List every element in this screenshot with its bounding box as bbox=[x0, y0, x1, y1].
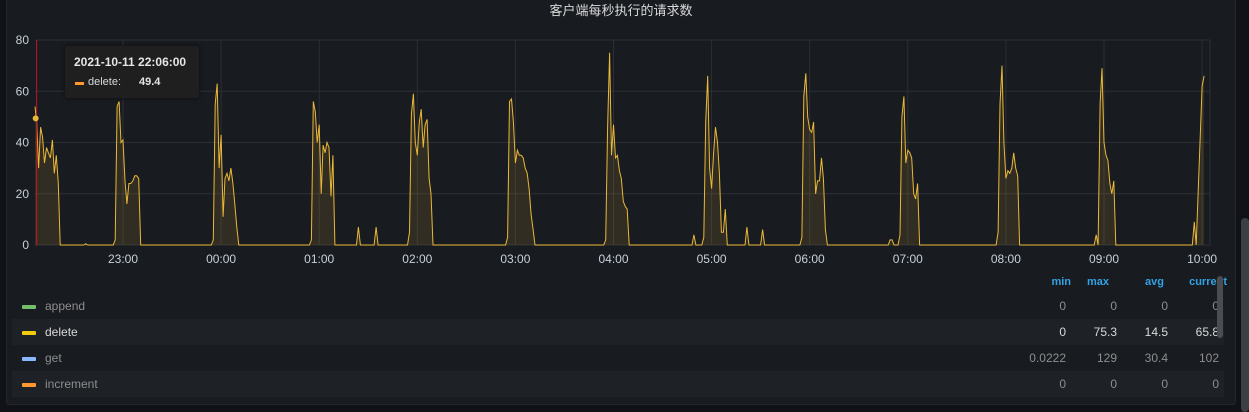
x-tick-label: 10:00 bbox=[1187, 252, 1217, 266]
y-tick-label: 20 bbox=[16, 187, 30, 201]
legend-current: 0 bbox=[1212, 299, 1219, 313]
legend-avg: 14.5 bbox=[1144, 325, 1168, 339]
x-tick-label: 06:00 bbox=[795, 252, 825, 266]
x-tick-label: 08:00 bbox=[991, 252, 1021, 266]
legend-swatch[interactable] bbox=[22, 305, 36, 309]
legend-current: 0 bbox=[1212, 377, 1219, 391]
legend-header-min[interactable]: min bbox=[1051, 276, 1071, 288]
legend-row-append[interactable]: append 0 0 0 0 bbox=[12, 293, 1224, 319]
legend-series-name[interactable]: delete bbox=[45, 325, 78, 339]
legend-series-name[interactable]: append bbox=[45, 299, 86, 313]
y-tick-label: 0 bbox=[22, 238, 29, 252]
page-scrollbar[interactable] bbox=[1241, 218, 1249, 412]
legend-swatch[interactable] bbox=[22, 331, 36, 335]
chart[interactable]: 0 20 40 60 80 23:00 00:00 01:00 02:00 03:00 04:00… bbox=[0, 0, 1249, 270]
legend-avg: 30.4 bbox=[1144, 351, 1168, 365]
y-axis: 0 20 40 60 80 bbox=[16, 33, 30, 252]
legend-max: 0 bbox=[1110, 299, 1117, 313]
x-tick-label: 02:00 bbox=[402, 252, 432, 266]
legend-max: 129 bbox=[1096, 351, 1117, 365]
panel-title[interactable]: 客户端每秒执行的请求数 bbox=[549, 3, 693, 18]
y-tick-label: 40 bbox=[16, 136, 30, 150]
legend-header-current[interactable]: current bbox=[1189, 276, 1227, 288]
legend-row-delete[interactable]: delete 0 75.3 14.5 65.8 bbox=[12, 319, 1224, 345]
x-tick-label: 00:00 bbox=[206, 252, 236, 266]
legend-min: 0 bbox=[1059, 325, 1066, 339]
legend-min: 0 bbox=[1059, 377, 1066, 391]
x-tick-label: 01:00 bbox=[304, 252, 334, 266]
y-tick-label: 80 bbox=[16, 33, 30, 47]
series-delete-line bbox=[34, 52, 1205, 246]
tooltip-value: 49.4 bbox=[139, 76, 161, 88]
legend-row-increment[interactable]: increment 0 0 0 0 bbox=[12, 371, 1224, 397]
legend-max: 75.3 bbox=[1093, 325, 1117, 339]
legend-header-max[interactable]: max bbox=[1086, 276, 1109, 288]
x-tick-label: 04:00 bbox=[598, 252, 628, 266]
y-tick-label: 60 bbox=[16, 84, 30, 98]
x-tick-label: 23:00 bbox=[108, 252, 138, 266]
legend-avg: 0 bbox=[1161, 299, 1168, 313]
tooltip-series-color bbox=[75, 82, 84, 85]
legend-current: 65.8 bbox=[1195, 325, 1219, 339]
x-tick-label: 05:00 bbox=[697, 252, 727, 266]
legend-min: 0.0222 bbox=[1029, 351, 1066, 365]
hover-tooltip: 2021-10-11 22:06:00 delete: 49.4 bbox=[65, 46, 199, 98]
legend-current: 102 bbox=[1198, 351, 1219, 365]
legend-scrollbar[interactable] bbox=[1217, 276, 1223, 338]
hover-cursor bbox=[32, 40, 39, 245]
legend-max: 0 bbox=[1110, 377, 1117, 391]
cursor-point bbox=[32, 115, 39, 122]
x-tick-label: 07:00 bbox=[893, 252, 923, 266]
legend-row-get[interactable]: get 0.0222 129 30.4 102 bbox=[12, 345, 1224, 371]
x-tick-label: 09:00 bbox=[1089, 252, 1119, 266]
legend-header-avg[interactable]: avg bbox=[1145, 276, 1164, 288]
legend-min: 0 bbox=[1059, 299, 1066, 313]
legend-series-name[interactable]: get bbox=[45, 351, 62, 365]
legend-avg: 0 bbox=[1161, 377, 1168, 391]
legend-swatch[interactable] bbox=[22, 357, 36, 361]
x-tick-label: 03:00 bbox=[500, 252, 530, 266]
x-axis: 23:00 00:00 01:00 02:00 03:00 04:00 05:00 06:00… bbox=[108, 252, 1217, 266]
tooltip-series-name: delete: bbox=[88, 76, 122, 88]
legend-swatch[interactable] bbox=[22, 383, 36, 387]
legend-series-name[interactable]: increment bbox=[45, 377, 98, 391]
series-delete-area bbox=[35, 52, 1205, 245]
tooltip-time: 2021-10-11 22:06:00 bbox=[74, 55, 187, 69]
